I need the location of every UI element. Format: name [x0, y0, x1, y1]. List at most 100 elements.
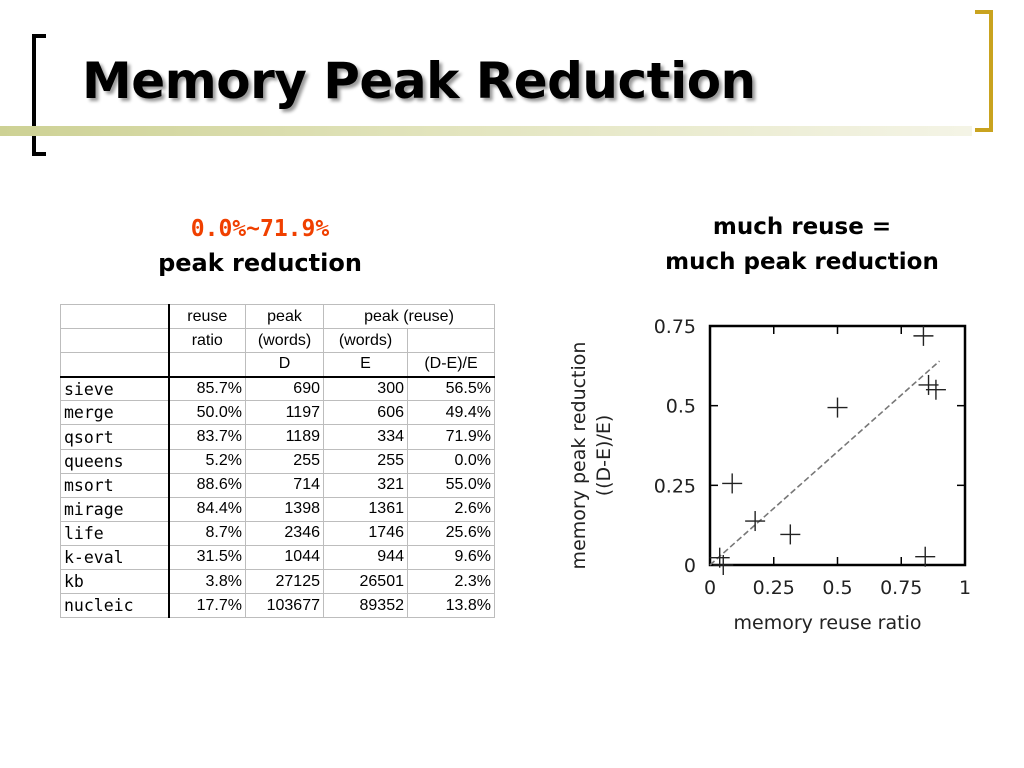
- title-underline: [0, 126, 972, 136]
- table-row: life 8.7% 2346 1746 25.6%: [60, 520, 495, 546]
- program-name-cell: kb: [60, 569, 170, 595]
- table-cell: 2.3%: [407, 569, 495, 595]
- table-cell: 0.0%: [407, 448, 495, 474]
- table-header-cell: (words): [323, 328, 408, 354]
- data-point: [745, 511, 766, 532]
- plot-frame: [708, 324, 967, 567]
- data-point: [827, 397, 848, 418]
- data-point: [918, 374, 939, 395]
- x-tick-label: 1: [959, 577, 971, 599]
- table-cell: 2.6%: [407, 496, 495, 522]
- program-name-cell: sieve: [60, 376, 170, 402]
- table-row: nucleic 17.7% 103677 89352 13.8%: [60, 593, 495, 619]
- program-name-cell: merge: [60, 400, 170, 426]
- table-row: sieve 85.7% 690 300 56.5%: [60, 376, 495, 402]
- table-cell: 300: [323, 376, 408, 402]
- table-cell: 55.0%: [407, 472, 495, 498]
- data-point: [780, 524, 801, 545]
- peak-reduction-label: peak reduction: [158, 249, 362, 277]
- x-tick-label: 0.75: [880, 577, 922, 599]
- data-point: [913, 325, 934, 346]
- table-cell: 103677: [245, 593, 324, 619]
- table-header-cell: [60, 303, 170, 330]
- y-tick-label: 0: [684, 555, 696, 577]
- right-caption-line1: much reuse =: [712, 214, 892, 240]
- data-point: [915, 546, 936, 567]
- table-cell: 31.5%: [168, 544, 246, 571]
- table-cell: 8.7%: [168, 520, 246, 546]
- table-cell: 56.5%: [407, 376, 495, 402]
- program-name-cell: nucleic: [60, 593, 170, 619]
- table-header-row: D E (D-E)/E: [60, 352, 495, 378]
- program-name-cell: queens: [60, 448, 170, 474]
- table-header-cell: E: [323, 352, 408, 378]
- y-axis-label: memory peak reduction: [568, 342, 590, 570]
- table-header-cell: [60, 352, 170, 378]
- scatter-chart: 0 0.25 0.5 0.75 1 0 0.25 0.5 0.75 memory reuse ra…: [568, 316, 971, 634]
- table-cell: 25.6%: [407, 520, 495, 546]
- trend-line: [709, 360, 941, 566]
- program-name-cell: life: [60, 520, 170, 546]
- table-header-cell: peak: [245, 303, 324, 330]
- data-point: [925, 379, 946, 400]
- table-row: msort 88.6% 714 321 55.0%: [60, 472, 495, 498]
- table-header-cell: peak (reuse): [323, 303, 495, 330]
- y-tick-label: 0.75: [654, 316, 696, 338]
- table-cell: 255: [245, 448, 324, 474]
- x-tick-label: 0: [704, 577, 716, 599]
- table-header-cell: D: [245, 352, 324, 378]
- table-header-cell: reuse: [168, 303, 246, 330]
- program-name-cell: k-eval: [60, 544, 170, 571]
- table-cell: 1197: [245, 400, 324, 426]
- x-tick-label: 0.5: [822, 577, 852, 599]
- table-header-row: ratio (words) (words): [60, 328, 495, 354]
- table-cell: 83.7%: [168, 424, 246, 450]
- table-cell: 5.2%: [168, 448, 246, 474]
- table-cell: 50.0%: [168, 400, 246, 426]
- table-cell: 690: [245, 376, 324, 402]
- table-row: k-eval 31.5% 1044 944 9.6%: [60, 544, 495, 571]
- table-row: mirage 84.4% 1398 1361 2.6%: [60, 496, 495, 522]
- data-point: [722, 473, 743, 494]
- table-cell: 71.9%: [407, 424, 495, 450]
- table-cell: 1189: [245, 424, 324, 450]
- table-cell: 13.8%: [407, 593, 495, 619]
- table-cell: 714: [245, 472, 324, 498]
- table-header-cell: [60, 328, 170, 354]
- table-cell: 606: [323, 400, 408, 426]
- y-axis-label-line2: ((D-E)/E): [593, 415, 615, 497]
- slide-title: Memory Peak Reduction: [82, 52, 756, 110]
- table-cell: 944: [323, 544, 408, 571]
- right-caption-line2: much peak reduction: [665, 249, 939, 275]
- program-name-cell: mirage: [60, 496, 170, 522]
- table-cell: 85.7%: [168, 376, 246, 402]
- table-cell: 3.8%: [168, 569, 246, 595]
- table-cell: 1746: [323, 520, 408, 546]
- table-cell: 49.4%: [407, 400, 495, 426]
- x-tick-label: 0.25: [753, 577, 795, 599]
- table-cell: 1361: [323, 496, 408, 522]
- table-cell: 88.6%: [168, 472, 246, 498]
- peak-reduction-range: 0.0%~71.9%: [190, 216, 330, 242]
- left-caption: 0.0%~71.9% peak reduction: [130, 212, 390, 280]
- table-cell: 84.4%: [168, 496, 246, 522]
- table-cell: 334: [323, 424, 408, 450]
- program-name-cell: msort: [60, 472, 170, 498]
- table-cell: 1044: [245, 544, 324, 571]
- table-row: qsort 83.7% 1189 334 71.9%: [60, 424, 495, 450]
- y-tick-label: 0.25: [654, 475, 696, 497]
- table-header-cell: (D-E)/E: [407, 352, 495, 378]
- table-cell: 2346: [245, 520, 324, 546]
- table-cell: 27125: [245, 569, 324, 595]
- table-cell: 321: [323, 472, 408, 498]
- table-header-cell: (words): [245, 328, 324, 354]
- right-bracket-decoration: [975, 10, 993, 132]
- table-cell: 17.7%: [168, 593, 246, 619]
- table-header-cell: [407, 328, 495, 354]
- table-header-row: reuse peak peak (reuse): [60, 303, 495, 330]
- memory-peak-table: reuse peak peak (reuse) ratio (words) (words)…: [60, 303, 495, 619]
- table-row: kb 3.8% 27125 26501 2.3%: [60, 569, 495, 595]
- table-row: queens 5.2% 255 255 0.0%: [60, 448, 495, 474]
- table-header-cell: [168, 352, 246, 378]
- table-cell: 1398: [245, 496, 324, 522]
